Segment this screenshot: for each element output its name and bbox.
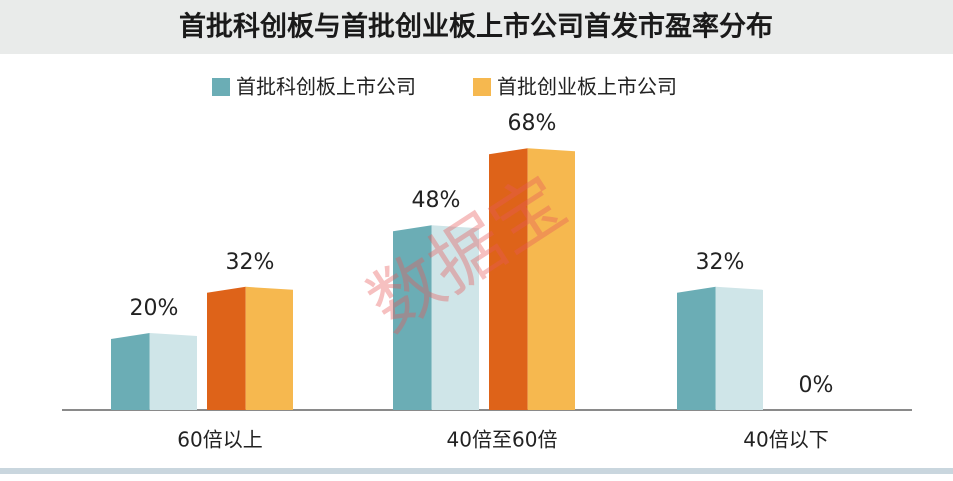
value-label: 20% (130, 296, 179, 321)
legend-swatch (212, 78, 230, 96)
bar-face-right (431, 225, 479, 410)
value-label: 48% (412, 188, 461, 213)
bar-face-right (715, 286, 763, 410)
legend-label: 首批科创板上市公司 (236, 75, 416, 99)
bar-face-left (489, 148, 528, 410)
bar-face-left (207, 286, 246, 410)
bar-face-right (149, 333, 197, 410)
x-tick-label: 60倍以上 (177, 428, 262, 452)
bar-face-left (677, 286, 716, 410)
legend-swatch (473, 78, 491, 96)
value-label: 32% (696, 250, 745, 275)
bar-face-left (111, 333, 150, 410)
x-tick-label: 40倍至60倍 (447, 428, 558, 452)
bar (489, 148, 575, 410)
title-band (0, 0, 953, 54)
value-label: 32% (226, 250, 275, 275)
bar-face-right (245, 286, 293, 410)
bottom-stripe (0, 468, 953, 474)
legend-label: 首批创业板上市公司 (497, 75, 677, 99)
value-label: 0% (799, 373, 834, 398)
bar (111, 333, 197, 410)
x-tick-label: 40倍以下 (743, 428, 828, 452)
bar-face-right (527, 148, 575, 410)
bar (677, 286, 763, 410)
chart-title: 首批科创板与首批创业板上市公司首发市盈率分布 (179, 11, 773, 43)
value-label: 68% (508, 111, 557, 136)
bar-face-left (393, 225, 432, 410)
bar (207, 286, 293, 410)
bar (393, 225, 479, 410)
